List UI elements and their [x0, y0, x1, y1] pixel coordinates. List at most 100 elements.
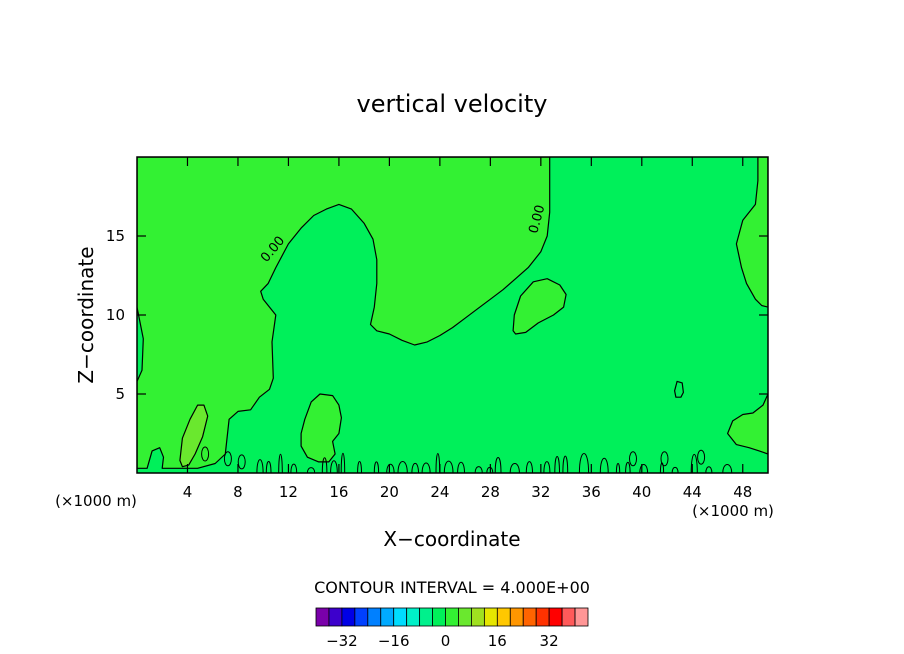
region-center-bubble	[300, 393, 342, 463]
contour-label: 0.00	[526, 203, 548, 235]
contour-interval-label: CONTOUR INTERVAL = 4.000E+00	[314, 578, 590, 597]
colorbar-swatch	[354, 607, 369, 627]
colorbar-swatch	[548, 607, 563, 627]
contour-regions	[137, 157, 768, 469]
colorbar-tick-label: 0	[441, 632, 451, 650]
x-tick-label: 40	[632, 483, 651, 501]
colorbar-swatch	[419, 607, 433, 627]
surface-contour	[357, 460, 362, 473]
colorbar-swatch	[535, 607, 550, 627]
surface-contour	[373, 461, 380, 473]
x-tick-label: 32	[531, 483, 550, 501]
colorbar-swatch	[574, 607, 589, 627]
surface-contour	[278, 453, 283, 473]
colorbar-swatch	[367, 607, 382, 627]
x-axis-title: X−coordinate	[383, 527, 520, 551]
surface-contour	[290, 463, 298, 473]
surface-contour	[330, 460, 338, 473]
colorbar-swatch	[509, 607, 524, 627]
colorbar-swatch	[561, 607, 576, 627]
surface-contour	[615, 462, 621, 473]
region-updraft-core	[179, 404, 209, 468]
region-upper-right	[735, 157, 768, 308]
x-tick-label: 44	[683, 483, 702, 501]
surface-contour	[457, 461, 465, 473]
surface-contour	[562, 455, 569, 473]
x-tick-label: 20	[380, 483, 399, 501]
surface-contour	[411, 462, 419, 473]
y-tick-label: 5	[115, 385, 125, 403]
colorbar-swatch	[496, 607, 511, 627]
x-tick-label: 36	[582, 483, 601, 501]
colorbar-swatch	[445, 607, 459, 627]
colorbar-tick-label: 16	[488, 632, 507, 650]
surface-contour-loop	[237, 454, 246, 470]
colorbar-swatch	[458, 607, 472, 627]
surface-contour	[321, 457, 328, 473]
colorbar-swatch	[328, 607, 343, 627]
surface-contour	[625, 461, 631, 473]
y-tick-label: 15	[106, 227, 125, 245]
surface-contour	[690, 453, 698, 473]
surface-contour-loop	[629, 451, 637, 467]
colorbar-tick-label: −16	[378, 632, 410, 650]
region-small-cell	[674, 380, 684, 398]
y-axis-ticks: 5 10 15	[106, 227, 768, 403]
surface-contour	[525, 461, 533, 473]
region-lower-right	[727, 393, 768, 455]
x-tick-label: 8	[233, 483, 243, 501]
x-tick-label: 16	[329, 483, 348, 501]
near-surface-contours	[201, 446, 733, 473]
x-unit-label-right: (×1000 m)	[692, 502, 774, 520]
colorbar-swatch	[483, 607, 498, 627]
colorbar	[315, 607, 589, 627]
colorbar-swatch	[471, 607, 485, 627]
surface-contour-loop	[223, 451, 232, 467]
surface-contour	[306, 467, 316, 473]
x-tick-label: 12	[279, 483, 298, 501]
surface-contour	[543, 461, 551, 473]
x-tick-label: 24	[430, 483, 449, 501]
surface-contour	[443, 460, 454, 473]
surface-contour	[421, 462, 431, 473]
surface-contour	[578, 453, 590, 473]
surface-contour	[265, 461, 272, 473]
surface-contour-loop	[201, 446, 210, 462]
colorbar-swatch	[315, 607, 330, 627]
surface-contour	[494, 457, 502, 473]
surface-contour	[397, 460, 408, 473]
surface-contour	[509, 462, 520, 473]
x-unit-label-left: (×1000 m)	[55, 492, 137, 510]
colorbar-swatch	[522, 607, 537, 627]
surface-contour	[705, 466, 713, 473]
region-right-bubble	[512, 278, 567, 335]
colorbar-swatch	[432, 607, 446, 627]
x-axis-ticks: 4 8 12 16 20 24 28 32 36 40 44 48	[183, 157, 752, 501]
colorbar-tick-label: 32	[540, 632, 559, 650]
colorbar-tick-label: −32	[326, 632, 358, 650]
surface-contour	[256, 459, 264, 473]
surface-contour	[386, 463, 395, 473]
plot-area	[137, 157, 768, 473]
surface-contour	[554, 456, 560, 473]
x-tick-label: 28	[481, 483, 500, 501]
surface-contour	[340, 452, 346, 473]
x-tick-label: 4	[183, 483, 193, 501]
colorbar-swatch	[341, 607, 356, 627]
surface-contour	[599, 457, 609, 473]
x-tick-label: 48	[733, 483, 752, 501]
region-upper-left	[137, 157, 551, 469]
chart-title: vertical velocity	[357, 90, 548, 118]
colorbar-swatch	[406, 607, 421, 627]
colorbar-swatch	[393, 607, 408, 627]
surface-contour-loop	[697, 449, 706, 465]
colorbar-swatch	[380, 607, 395, 627]
y-axis-title: Z−coordinate	[74, 246, 98, 383]
surface-contour	[722, 463, 733, 473]
surface-contour-loop	[660, 451, 669, 467]
y-tick-label: 10	[106, 306, 125, 324]
colorbar-labels: −32 −16 0 16 32	[326, 632, 559, 650]
surface-contour	[474, 466, 483, 473]
surface-contour	[639, 463, 649, 473]
